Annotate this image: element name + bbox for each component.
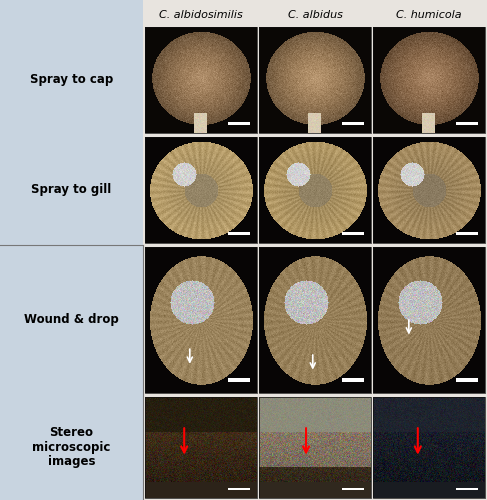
Bar	[259, 397, 371, 498]
Bar	[456, 122, 478, 125]
Bar	[342, 232, 364, 235]
Bar	[456, 488, 478, 490]
Bar	[145, 27, 257, 133]
Bar	[259, 27, 371, 133]
Bar	[342, 122, 364, 125]
Bar	[373, 397, 485, 498]
Text: Spray to gill: Spray to gill	[31, 184, 112, 196]
Bar	[228, 378, 250, 382]
Text: C. albidus: C. albidus	[287, 10, 342, 20]
Bar	[342, 488, 364, 490]
Bar	[456, 378, 478, 382]
Bar	[228, 488, 250, 490]
Text: Stereo
microscopic
images: Stereo microscopic images	[32, 426, 111, 469]
Bar	[143, 0, 487, 500]
Bar	[373, 247, 485, 393]
Bar	[145, 137, 257, 243]
Bar	[373, 137, 485, 243]
Bar	[456, 232, 478, 235]
Bar	[228, 122, 250, 125]
Bar	[259, 137, 371, 243]
Bar	[145, 247, 257, 393]
Text: C. albidosimilis: C. albidosimilis	[159, 10, 243, 20]
Bar	[145, 397, 257, 498]
Bar	[259, 247, 371, 393]
Text: Wound & drop: Wound & drop	[24, 314, 119, 326]
Bar	[228, 232, 250, 235]
Bar	[0, 0, 143, 500]
Text: Spray to cap: Spray to cap	[30, 74, 113, 86]
Bar	[342, 378, 364, 382]
Text: C. humicola: C. humicola	[396, 10, 462, 20]
Bar	[373, 27, 485, 133]
